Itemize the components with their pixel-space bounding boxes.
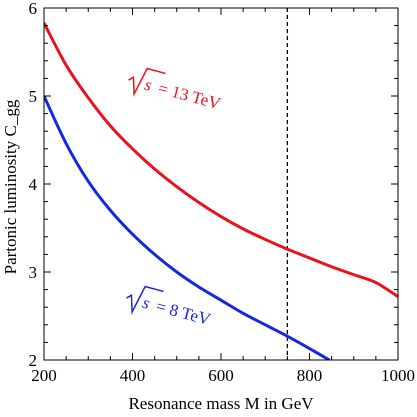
y-tick-label: 4 (29, 175, 38, 194)
annotation-13tev-radicand: s (143, 75, 155, 95)
annotation-8tev-radicand: s (141, 293, 153, 313)
annotation-13tev-value: = 13 TeV (156, 78, 223, 113)
annotation-13tev: s = 13 TeV (128, 67, 223, 113)
y-tick-label: 5 (29, 87, 38, 106)
axes: 200 400 600 800 1000 2 3 4 5 6 (29, 0, 416, 385)
series-line-0 (44, 22, 398, 298)
x-tick-label: 600 (208, 366, 234, 385)
plot-frame (43, 7, 399, 361)
y-tick-label: 2 (29, 351, 38, 370)
sqrt-symbol-8 (126, 285, 164, 315)
x-axis-title: Resonance mass M in GeV (128, 394, 314, 413)
x-tick-label: 1000 (381, 366, 415, 385)
series-line-1 (44, 95, 331, 360)
x-tick-label: 200 (31, 366, 57, 385)
x-tick-label: 800 (297, 366, 323, 385)
annotation-8tev-value: = 8 TeV (154, 296, 213, 329)
x-tick-label: 400 (120, 366, 146, 385)
y-tick-label: 6 (29, 0, 38, 18)
plot-area (44, 8, 398, 360)
sqrt-symbol-13 (128, 67, 166, 97)
y-axis-title: Partonic luminosity C_gg (1, 99, 20, 274)
y-tick-label: 3 (29, 263, 38, 282)
